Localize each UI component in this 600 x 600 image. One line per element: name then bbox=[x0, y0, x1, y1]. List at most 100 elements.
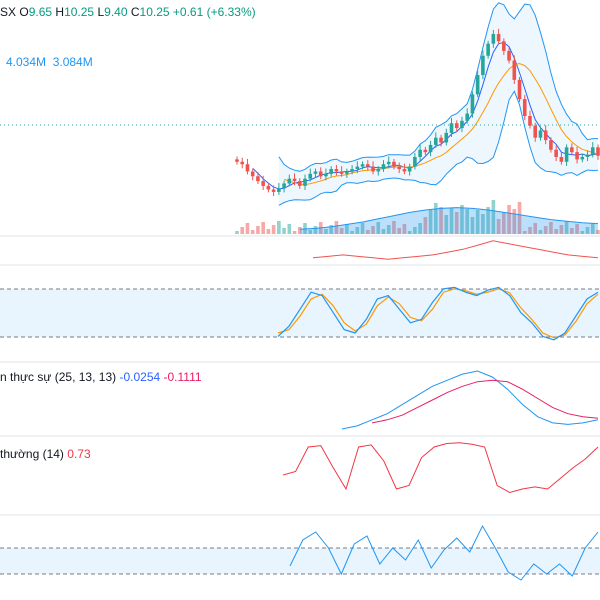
bollinger-lower bbox=[278, 90, 599, 206]
stochastic-pane[interactable] bbox=[0, 286, 600, 341]
rsi-line bbox=[282, 442, 599, 494]
volume-bar-57 bbox=[533, 223, 538, 234]
candle-body-30 bbox=[392, 161, 396, 167]
volume-bar-22 bbox=[350, 231, 354, 234]
candle-body-54 bbox=[517, 79, 522, 100]
candle-body-43 bbox=[460, 120, 464, 129]
candle-body-28 bbox=[381, 164, 386, 170]
candle-body-14 bbox=[308, 173, 313, 179]
candle-body-42 bbox=[454, 123, 459, 129]
volume-bar-5 bbox=[261, 222, 265, 234]
volume-bar-39 bbox=[439, 207, 443, 234]
candle-body-20 bbox=[339, 171, 344, 174]
candle-body-9 bbox=[282, 183, 286, 189]
candle-body-49 bbox=[491, 34, 496, 44]
candle-body-65 bbox=[575, 152, 579, 160]
volume-bar-8 bbox=[277, 221, 281, 234]
volume-bar-1 bbox=[240, 227, 245, 234]
candle-body-45 bbox=[470, 94, 475, 114]
volume-bar-64 bbox=[570, 228, 574, 234]
candle-body-62 bbox=[559, 156, 564, 162]
volume-bar-52 bbox=[507, 205, 511, 234]
ohlc-legend: SX O9.65 H10.25 L9.40 C10.25 +0.61 (+6.3… bbox=[0, 5, 256, 19]
volume-bar-45 bbox=[470, 217, 475, 234]
candle-body-39 bbox=[439, 137, 443, 143]
rsi-legend: thường (14) 0.73 bbox=[0, 447, 91, 461]
macd-value: -0.0254 bbox=[119, 370, 161, 384]
candle-body-41 bbox=[449, 123, 454, 133]
volume-bar-9 bbox=[282, 228, 286, 234]
volume-bar-35 bbox=[418, 223, 422, 234]
volume-bar-61 bbox=[554, 229, 558, 234]
candle-body-23 bbox=[355, 166, 360, 170]
candle-body-8 bbox=[277, 188, 281, 192]
volume-bar-26 bbox=[371, 226, 375, 234]
symbol-label: SX bbox=[0, 5, 17, 19]
candle-body-19 bbox=[334, 169, 339, 172]
change-value: +0.61 (+6.33%) bbox=[172, 5, 256, 19]
volume-bar-11 bbox=[292, 231, 297, 234]
volume-oscillator-pane bbox=[312, 240, 599, 260]
candle-body-40 bbox=[444, 132, 449, 143]
candle-body-50 bbox=[496, 34, 501, 42]
cci-band bbox=[0, 548, 600, 574]
volume-bar-20 bbox=[339, 228, 344, 234]
macd-legend: n thực sự (25, 13, 13) -0.0254 -0.1111 bbox=[0, 370, 202, 384]
candle-body-46 bbox=[475, 75, 480, 95]
volume-bar-38 bbox=[434, 203, 438, 234]
volume-ma-area bbox=[300, 207, 598, 234]
volume-bar-0 bbox=[235, 231, 239, 234]
volume-bar-59 bbox=[543, 226, 548, 234]
volume-bar-28 bbox=[381, 229, 386, 234]
volume-pane bbox=[235, 200, 600, 234]
candle-body-3 bbox=[250, 171, 255, 177]
bollinger-fill bbox=[278, 2, 598, 206]
volume-bar-34 bbox=[413, 227, 417, 234]
open-value: 9.65 bbox=[28, 5, 53, 19]
volume-bar-2 bbox=[245, 223, 250, 234]
rsi-pane[interactable] bbox=[282, 442, 599, 494]
candle-body-21 bbox=[345, 171, 349, 174]
candle-body-0 bbox=[235, 159, 239, 162]
candle-body-36 bbox=[423, 149, 428, 153]
candle-body-61 bbox=[554, 149, 558, 157]
pane-separators bbox=[0, 235, 600, 516]
volume-value-1: 4.034M bbox=[6, 55, 47, 69]
macd-pane[interactable] bbox=[341, 370, 599, 430]
candle-body-13 bbox=[303, 178, 307, 186]
volume-bar-58 bbox=[538, 230, 543, 234]
volume-bar-29 bbox=[386, 225, 391, 234]
candle-body-15 bbox=[313, 171, 318, 174]
candle-body-60 bbox=[549, 140, 553, 150]
candle-body-69 bbox=[596, 147, 600, 156]
volume-bar-18 bbox=[329, 225, 333, 234]
candle-body-2 bbox=[245, 164, 250, 172]
candle-body-27 bbox=[376, 169, 381, 172]
volume-bar-66 bbox=[580, 231, 585, 234]
volume-bar-25 bbox=[365, 230, 370, 234]
candle-body-52 bbox=[507, 50, 511, 61]
cci-pane[interactable] bbox=[0, 524, 600, 581]
volume-bar-44 bbox=[465, 209, 470, 234]
bollinger-upper bbox=[278, 2, 598, 172]
candle-body-53 bbox=[512, 60, 517, 80]
open-label: O bbox=[19, 5, 29, 19]
candle-body-7 bbox=[271, 189, 276, 192]
candle-body-29 bbox=[386, 161, 391, 165]
volume-bar-46 bbox=[475, 210, 480, 234]
candle-body-26 bbox=[371, 166, 375, 172]
volume-bar-55 bbox=[522, 231, 527, 234]
candle-body-4 bbox=[256, 176, 260, 182]
volume-bar-69 bbox=[596, 230, 600, 234]
candle-body-59 bbox=[543, 130, 548, 141]
candle-body-5 bbox=[261, 181, 265, 186]
candle-body-38 bbox=[434, 137, 438, 145]
candle-body-6 bbox=[266, 185, 271, 190]
volume-bar-4 bbox=[256, 226, 260, 234]
candle-body-25 bbox=[365, 164, 370, 167]
candle-body-22 bbox=[350, 169, 354, 172]
volume-bar-19 bbox=[334, 221, 339, 234]
price-pane[interactable] bbox=[0, 2, 600, 206]
candle-body-10 bbox=[287, 178, 292, 184]
